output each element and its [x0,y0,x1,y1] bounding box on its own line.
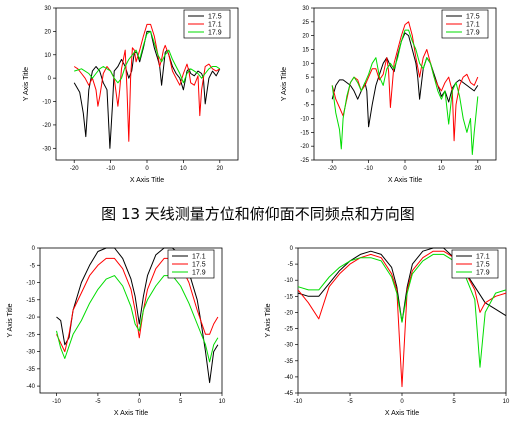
y-tick-label: -15 [284,294,293,300]
series-line-17.9 [74,30,221,84]
y-tick-label: -10 [284,278,293,284]
y-tick-label: 10 [302,61,309,67]
x-tick-label: 5 [452,399,456,405]
chart-bottom-left: -10 -5 0 5 10 -40 -35 -30 -25 -20 -15 -10 -5 0 X Axis … [0,228,258,421]
x-tick-label: 5 [179,399,183,405]
legend-label: 17.1 [192,254,206,261]
x-tick-label: -10 [364,166,373,172]
series-line-17.9 [331,29,479,155]
x-tick-label: 10 [180,166,187,172]
legend-label: 17.9 [208,30,222,37]
x-tick-label: 20 [216,166,223,172]
y-tick-label: -20 [26,315,35,321]
y-tick-label: 0 [32,246,36,252]
y-axis-title: Y Axis Title [23,67,30,101]
y-tick-label: 0 [48,76,52,82]
y-tick-label: 20 [44,29,51,35]
y-tick-label: -15 [300,130,309,136]
chart-top-left: -20 -10 0 10 20 -30 -20 -10 0 10 20 30 X Axis Title Y… [0,0,258,200]
y-tick-label: -20 [284,310,293,316]
chart-top-right: -20 -10 0 10 20 -25 -20 -15 -10 -5 0 5 10 15 20 25 30 X A… [258,0,516,200]
x-tick-label: 0 [145,166,149,172]
y-tick-label: -45 [284,391,293,397]
legend-label: 17.5 [476,262,490,269]
y-tick-label: -35 [284,359,293,365]
legend-label: 17.1 [208,22,222,29]
x-tick-label: -5 [347,399,353,405]
x-tick-label: 20 [474,166,481,172]
x-tick-label: 0 [403,166,407,172]
x-axis-title: X Axis Title [130,177,164,184]
y-tick-label: -5 [304,103,310,109]
plot-frame [39,247,223,394]
y-tick-label: 25 [302,20,309,26]
chart-svg: -10 -5 0 5 10 -45 -40 -35 -30 -25 -20 -15 -10 -5 0 X Ax… [265,246,510,417]
x-tick-label: -5 [95,399,101,405]
series-line-17.5 [331,32,479,128]
chart-svg: -20 -10 0 10 20 -30 -20 -10 0 10 20 30 X Axis Title Y… [23,6,239,184]
y-tick-label: -40 [26,384,35,390]
y-axis-title: Y Axis Title [281,67,288,101]
y-tick-label: -30 [42,146,51,152]
x-tick-label: -20 [70,166,79,172]
y-tick-label: -25 [300,158,309,164]
y-tick-label: -10 [42,100,51,106]
y-axis-title: Y Axis Title [7,303,14,337]
chart-svg: -10 -5 0 5 10 -40 -35 -30 -25 -20 -15 -10 -5 0 X Axis … [7,246,226,417]
series-line-17.1 [73,23,221,142]
y-tick-label: 30 [302,6,309,12]
y-tick-label: 0 [290,246,294,252]
y-tick-label: -25 [26,332,35,338]
series-line-17.9 [56,275,219,363]
legend-label: 17.5 [192,262,206,269]
x-axis-title: X Axis Title [114,410,148,417]
y-tick-label: -35 [26,367,35,373]
legend-label: 17.1 [466,22,480,29]
y-tick-label: 20 [302,34,309,40]
legend-box [441,9,489,39]
y-tick-label: 15 [302,47,309,53]
x-tick-label: 10 [219,399,226,405]
x-tick-label: 10 [503,399,510,405]
x-tick-label: -20 [328,166,337,172]
series-line-17.9 [297,253,507,368]
x-tick-label: 10 [438,166,445,172]
legend-label: 17.9 [476,270,490,277]
y-tick-label: -10 [26,281,35,287]
y-tick-label: 0 [306,89,310,95]
x-tick-label: 0 [138,399,142,405]
y-tick-label: -5 [30,263,36,269]
legend-label: 17.5 [208,14,222,21]
y-tick-label: -20 [300,144,309,150]
x-tick-label: -10 [52,399,61,405]
series-line-17.1 [331,21,479,142]
y-tick-label: -30 [26,350,35,356]
x-axis-title: X Axis Title [385,410,419,417]
y-tick-label: -40 [284,375,293,381]
series-line-17.5 [56,257,219,353]
figure-caption: 图 13 天线测量方位和俯仰面不同频点和方向图 [101,205,415,223]
legend-label: 17.9 [466,30,480,37]
y-tick-label: 30 [44,6,51,12]
y-tick-label: 10 [44,53,51,59]
y-tick-label: -25 [284,327,293,333]
y-tick-label: 5 [306,75,310,81]
y-tick-label: -30 [284,343,293,349]
chart-svg: -20 -10 0 10 20 -25 -20 -15 -10 -5 0 5 10 15 20 25 30 X A… [281,6,497,184]
y-tick-label: -15 [26,298,35,304]
legend-label: 17.5 [466,14,480,21]
y-tick-label: -10 [300,117,309,123]
x-axis-title: X Axis Title [388,177,422,184]
series-line-17.1 [56,247,219,384]
chart-bottom-right: -10 -5 0 5 10 -45 -40 -35 -30 -25 -20 -15 -10 -5 0 X Ax… [258,228,516,421]
y-tick-label: -20 [42,123,51,129]
x-tick-label: -10 [294,399,303,405]
x-tick-label: -10 [106,166,115,172]
y-axis-title: Y Axis Title [265,303,272,337]
legend-label: 17.1 [476,254,490,261]
series-line-17.5 [297,250,507,388]
x-tick-label: 0 [400,399,404,405]
legend-label: 17.9 [192,270,206,277]
y-tick-label: -5 [288,262,294,268]
